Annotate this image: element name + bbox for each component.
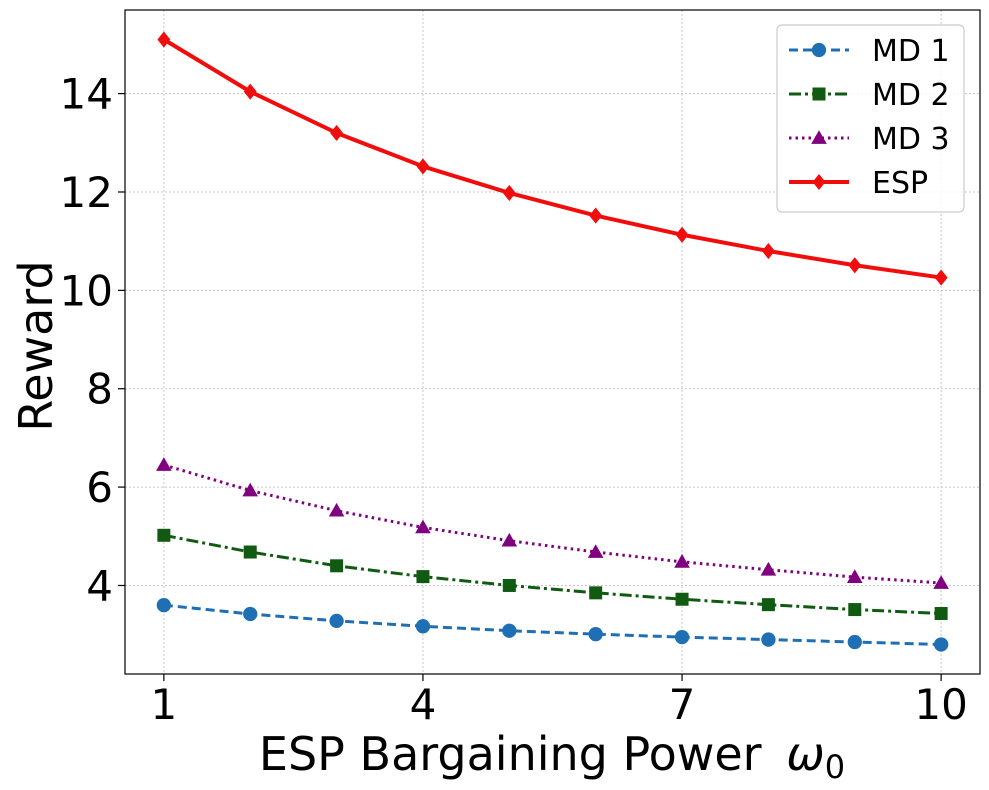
data-point xyxy=(674,629,690,645)
series-line xyxy=(163,533,942,616)
data-point xyxy=(847,634,862,650)
x-axis-label: ESP Bargaining Power ω0 xyxy=(259,727,845,786)
legend-marker xyxy=(812,173,826,191)
series-md-3 xyxy=(156,457,949,589)
legend-item: MD 1 xyxy=(789,34,950,69)
series-esp xyxy=(157,31,948,286)
data-point xyxy=(587,544,604,558)
data-point xyxy=(416,570,430,584)
legend-label: MD 2 xyxy=(872,78,950,113)
legend-item: MD 3 xyxy=(789,122,950,157)
legend-label: MD 3 xyxy=(872,122,950,157)
series-md-1 xyxy=(156,597,949,652)
y-tick-label: 8 xyxy=(86,365,113,414)
data-point xyxy=(156,597,172,613)
legend: MD 1 MD 2 MD 3 ESP xyxy=(776,24,965,213)
legend-label: ESP xyxy=(872,166,928,201)
legend-label: MD 1 xyxy=(872,34,950,69)
data-point xyxy=(415,519,431,534)
data-point xyxy=(416,158,430,175)
data-point xyxy=(156,457,172,471)
data-point xyxy=(415,619,431,634)
data-point xyxy=(589,586,603,600)
data-point xyxy=(502,578,516,592)
y-axis: 4 6 8 10 12 14 xyxy=(60,70,125,610)
data-point xyxy=(243,606,258,622)
series-layer xyxy=(156,31,949,652)
x-axis-label-subscript: 0 xyxy=(825,748,845,786)
series-line xyxy=(163,463,942,585)
data-point xyxy=(934,269,948,286)
data-point xyxy=(330,124,344,142)
legend-marker xyxy=(812,87,826,101)
y-tick-label: 14 xyxy=(60,70,113,119)
legend-marker xyxy=(811,130,827,144)
data-point xyxy=(502,623,517,638)
data-point xyxy=(328,502,345,517)
data-point xyxy=(761,632,776,647)
data-point xyxy=(760,561,777,576)
y-tick-label: 6 xyxy=(86,463,113,512)
data-point xyxy=(761,598,775,612)
data-point xyxy=(934,607,948,621)
legend-item: MD 2 xyxy=(789,78,950,113)
x-axis-label-symbol: ω xyxy=(786,727,825,781)
data-point xyxy=(243,83,257,100)
x-tick-label: 10 xyxy=(914,680,967,729)
data-point xyxy=(675,226,689,243)
x-tick-label: 7 xyxy=(669,680,696,729)
series-line xyxy=(163,603,942,646)
data-point xyxy=(848,257,862,274)
legend-marker xyxy=(811,42,827,58)
data-point xyxy=(330,559,344,573)
data-point xyxy=(933,637,949,652)
data-point xyxy=(761,242,775,260)
x-axis-label-text: ESP Bargaining Power xyxy=(259,727,762,781)
series-md-2 xyxy=(157,528,948,621)
data-point xyxy=(933,575,949,589)
plot-frame xyxy=(124,9,981,675)
legend-box xyxy=(776,24,965,213)
x-axis: 1 4 7 10 xyxy=(150,674,968,729)
data-point xyxy=(846,569,863,583)
x-tick-label: 1 xyxy=(150,680,177,729)
data-point xyxy=(502,184,516,202)
data-point xyxy=(329,613,344,629)
legend-item: ESP xyxy=(789,166,928,201)
data-point xyxy=(675,592,689,606)
y-tick-label: 4 xyxy=(86,561,113,610)
data-point xyxy=(157,31,171,48)
data-point xyxy=(674,554,690,568)
data-point xyxy=(589,207,603,224)
data-point xyxy=(157,528,171,542)
data-point xyxy=(242,482,259,497)
y-tick-label: 12 xyxy=(60,168,113,217)
series-line xyxy=(162,37,942,280)
data-point xyxy=(848,603,862,617)
data-point xyxy=(588,627,603,642)
x-tick-label: 4 xyxy=(410,680,437,729)
data-point xyxy=(243,545,257,559)
y-tick-label: 10 xyxy=(60,266,113,315)
y-axis-label: Reward xyxy=(9,260,63,431)
data-point xyxy=(501,532,518,547)
